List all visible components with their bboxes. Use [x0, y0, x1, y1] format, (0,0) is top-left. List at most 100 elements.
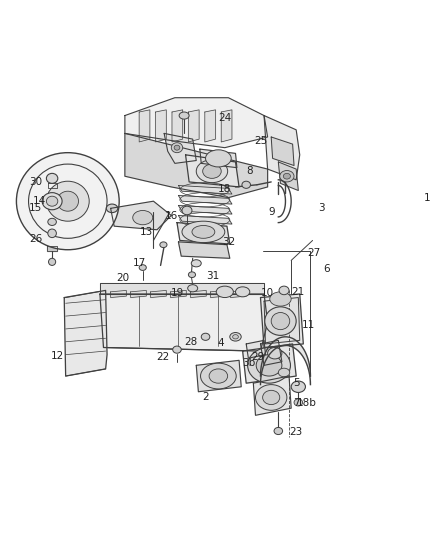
Text: 23: 23: [290, 427, 303, 437]
Polygon shape: [211, 290, 226, 297]
Text: 21: 21: [292, 287, 305, 297]
Text: 29: 29: [252, 352, 265, 362]
Ellipse shape: [16, 152, 119, 250]
Ellipse shape: [242, 181, 251, 188]
Polygon shape: [100, 294, 268, 351]
Text: 4: 4: [218, 338, 225, 348]
Ellipse shape: [201, 363, 236, 389]
Polygon shape: [178, 242, 230, 259]
Ellipse shape: [160, 242, 167, 248]
Text: 2: 2: [202, 392, 209, 402]
Ellipse shape: [46, 181, 89, 221]
Text: 30: 30: [29, 177, 42, 187]
Text: 12: 12: [50, 351, 64, 361]
Ellipse shape: [188, 272, 195, 278]
Polygon shape: [164, 133, 196, 164]
Ellipse shape: [278, 368, 290, 377]
Ellipse shape: [48, 229, 57, 238]
Ellipse shape: [174, 145, 180, 150]
Ellipse shape: [106, 204, 118, 213]
Polygon shape: [178, 215, 232, 224]
Polygon shape: [205, 110, 215, 142]
Text: 19: 19: [170, 287, 184, 297]
Text: 20: 20: [116, 272, 129, 282]
Ellipse shape: [216, 286, 233, 297]
Polygon shape: [139, 110, 150, 142]
Ellipse shape: [139, 265, 146, 270]
Polygon shape: [151, 290, 166, 297]
Ellipse shape: [263, 390, 280, 405]
Polygon shape: [261, 337, 311, 385]
Text: 3b: 3b: [242, 358, 255, 368]
Text: 5: 5: [293, 378, 300, 388]
Ellipse shape: [188, 285, 198, 292]
Polygon shape: [155, 110, 166, 142]
Ellipse shape: [271, 312, 290, 329]
Ellipse shape: [209, 369, 228, 383]
Ellipse shape: [236, 287, 250, 297]
Polygon shape: [100, 283, 264, 294]
Ellipse shape: [192, 225, 215, 238]
Polygon shape: [221, 110, 232, 142]
Polygon shape: [125, 133, 268, 198]
Ellipse shape: [49, 259, 56, 265]
Ellipse shape: [283, 173, 290, 179]
Polygon shape: [264, 116, 300, 180]
Ellipse shape: [205, 150, 231, 167]
Text: 11: 11: [302, 320, 315, 330]
Polygon shape: [172, 110, 183, 142]
Polygon shape: [264, 297, 300, 344]
Text: 32: 32: [222, 237, 235, 247]
Text: 13: 13: [140, 227, 153, 237]
Ellipse shape: [182, 221, 225, 243]
Ellipse shape: [196, 160, 228, 183]
Text: 15: 15: [29, 203, 42, 213]
Polygon shape: [261, 294, 303, 348]
Polygon shape: [178, 206, 232, 214]
Ellipse shape: [191, 260, 201, 267]
Text: 25: 25: [254, 135, 267, 146]
Ellipse shape: [173, 346, 181, 353]
Text: 16: 16: [165, 211, 178, 221]
Text: 22: 22: [156, 352, 170, 362]
Text: 17: 17: [133, 259, 146, 268]
Polygon shape: [186, 155, 239, 187]
Polygon shape: [230, 290, 246, 297]
Ellipse shape: [46, 196, 58, 206]
Text: 9: 9: [268, 207, 275, 217]
Ellipse shape: [233, 335, 238, 339]
Polygon shape: [125, 98, 268, 148]
Ellipse shape: [274, 427, 283, 434]
Polygon shape: [278, 162, 298, 190]
Ellipse shape: [230, 333, 241, 341]
Ellipse shape: [256, 354, 282, 376]
Ellipse shape: [179, 112, 189, 119]
Polygon shape: [261, 341, 282, 365]
Text: 8: 8: [247, 166, 253, 175]
Polygon shape: [191, 290, 206, 297]
Ellipse shape: [280, 171, 294, 182]
Text: 27: 27: [307, 248, 321, 259]
Text: 3: 3: [318, 203, 325, 213]
Polygon shape: [200, 149, 237, 168]
Polygon shape: [271, 137, 294, 166]
Ellipse shape: [279, 286, 289, 295]
Polygon shape: [188, 110, 199, 142]
Text: 7: 7: [293, 398, 300, 408]
Polygon shape: [131, 290, 146, 297]
Text: 6: 6: [324, 264, 330, 274]
Ellipse shape: [42, 192, 62, 210]
Polygon shape: [246, 341, 265, 358]
Text: 18b: 18b: [297, 398, 317, 408]
Ellipse shape: [294, 399, 303, 406]
Polygon shape: [178, 196, 232, 204]
Text: 18: 18: [218, 184, 231, 194]
Polygon shape: [111, 201, 171, 230]
Ellipse shape: [46, 173, 58, 183]
Polygon shape: [111, 290, 126, 297]
Ellipse shape: [171, 143, 183, 152]
Polygon shape: [178, 185, 232, 194]
Ellipse shape: [133, 211, 153, 225]
Ellipse shape: [268, 348, 282, 359]
Polygon shape: [243, 344, 296, 383]
